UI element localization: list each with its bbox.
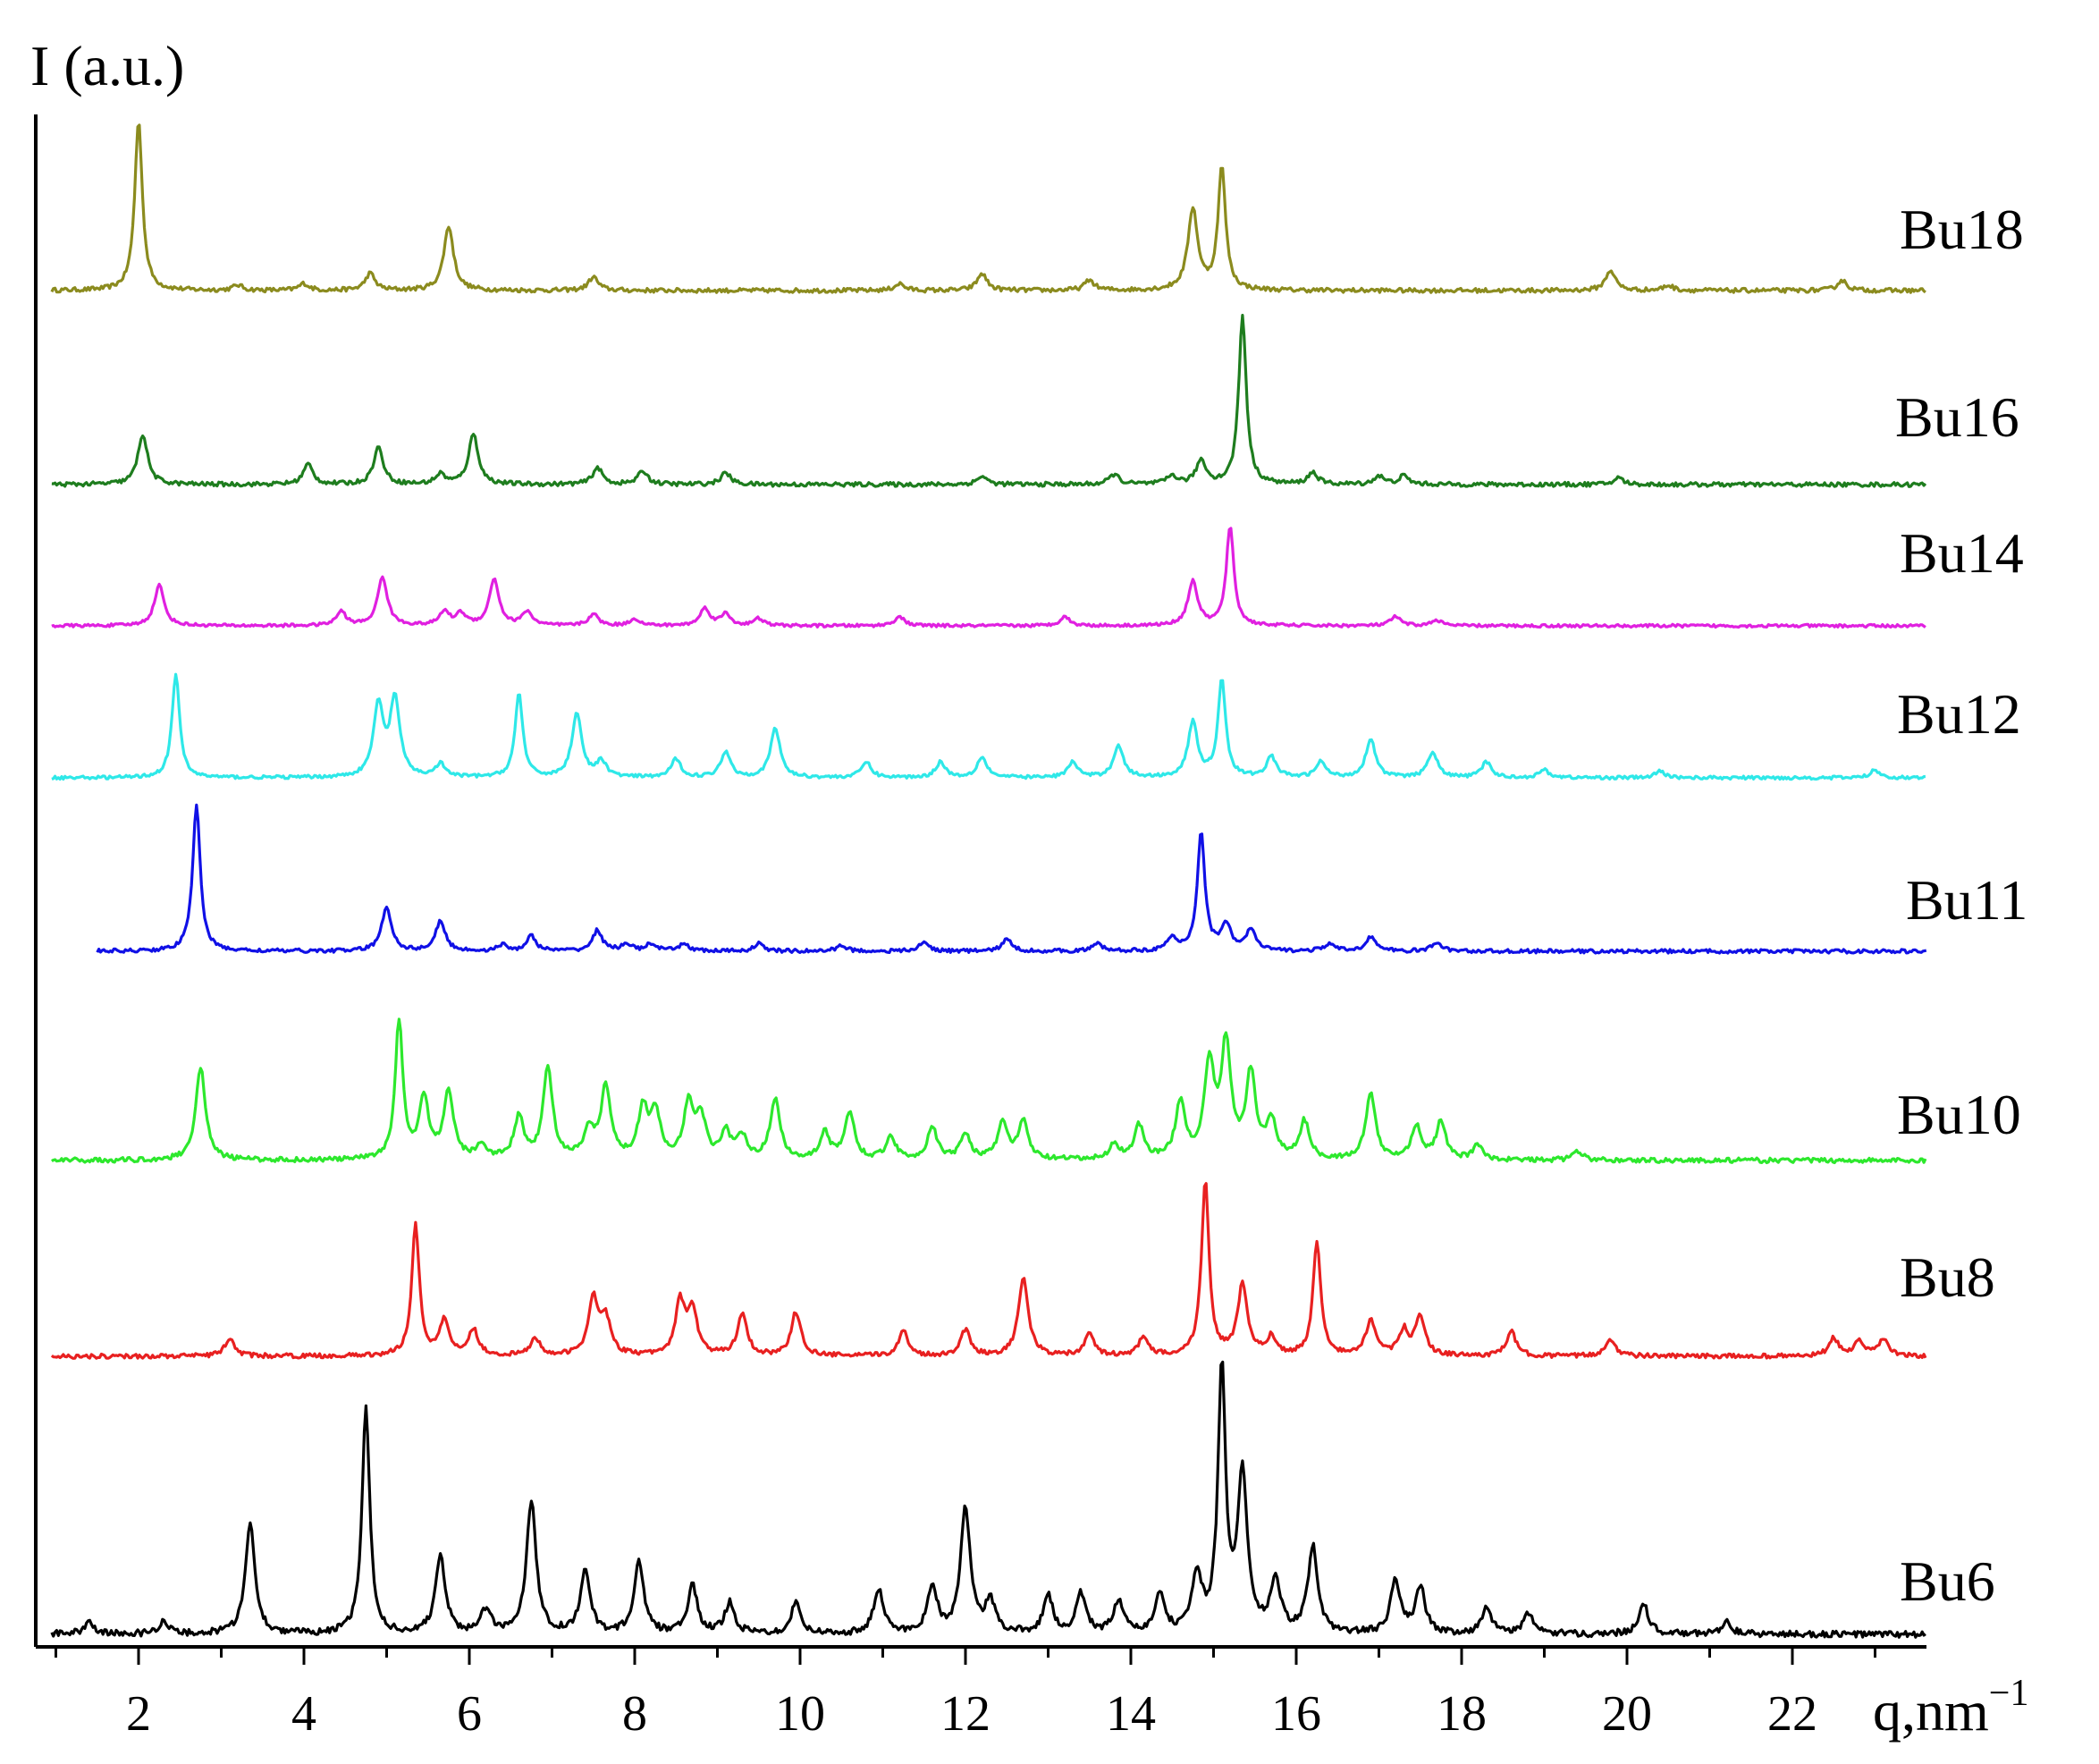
x-tick-label: 22 <box>1767 1686 1817 1742</box>
series-line-bu12 <box>51 672 1926 781</box>
x-ticks-group: 2 4 6 8 10 12 14 16 18 20 22 <box>55 1647 1876 1742</box>
y-axis-title: I (a.u.) <box>30 34 184 97</box>
x-tick-label: 14 <box>1106 1686 1156 1742</box>
series-label-bu6: Bu6 <box>1900 1549 1995 1613</box>
x-tick-label: 12 <box>940 1686 990 1742</box>
x-axis-title: q,nm−1 <box>1873 1673 2028 1743</box>
series-line-bu11 <box>96 803 1927 955</box>
x-axis-title-exponent: −1 <box>1989 1673 2029 1714</box>
series-line-bu18 <box>50 123 1926 294</box>
x-tick-label: 18 <box>1437 1686 1487 1742</box>
series-line-bu8 <box>50 1182 1927 1360</box>
series-line-bu16 <box>51 314 1927 488</box>
x-tick-label: 4 <box>291 1686 316 1742</box>
series-label-bu12: Bu12 <box>1897 682 2021 746</box>
series-label-bu14: Bu14 <box>1900 521 2024 585</box>
x-tick-label: 8 <box>622 1686 647 1742</box>
x-tick-label: 20 <box>1602 1686 1652 1742</box>
x-tick-label: 2 <box>126 1686 151 1742</box>
series-line-bu14 <box>51 527 1926 629</box>
series-label-bu8: Bu8 <box>1900 1245 1995 1309</box>
x-axis-title-base: q,nm <box>1873 1679 1989 1743</box>
series-line-bu10 <box>51 1017 1927 1165</box>
series-label-bu11: Bu11 <box>1906 868 2027 932</box>
series-label-bu18: Bu18 <box>1900 198 2024 261</box>
series-labels-group: Bu18 Bu16 Bu14 Bu12 Bu11 Bu10 Bu8 Bu6 <box>1895 198 2027 1613</box>
x-tick-label: 6 <box>457 1686 482 1742</box>
series-label-bu10: Bu10 <box>1897 1083 2021 1146</box>
x-tick-label: 16 <box>1271 1686 1321 1742</box>
series-label-bu16: Bu16 <box>1895 385 2019 449</box>
traces-group <box>50 123 1927 1639</box>
x-tick-label: 10 <box>775 1686 825 1742</box>
series-line-bu6 <box>50 1360 1926 1639</box>
